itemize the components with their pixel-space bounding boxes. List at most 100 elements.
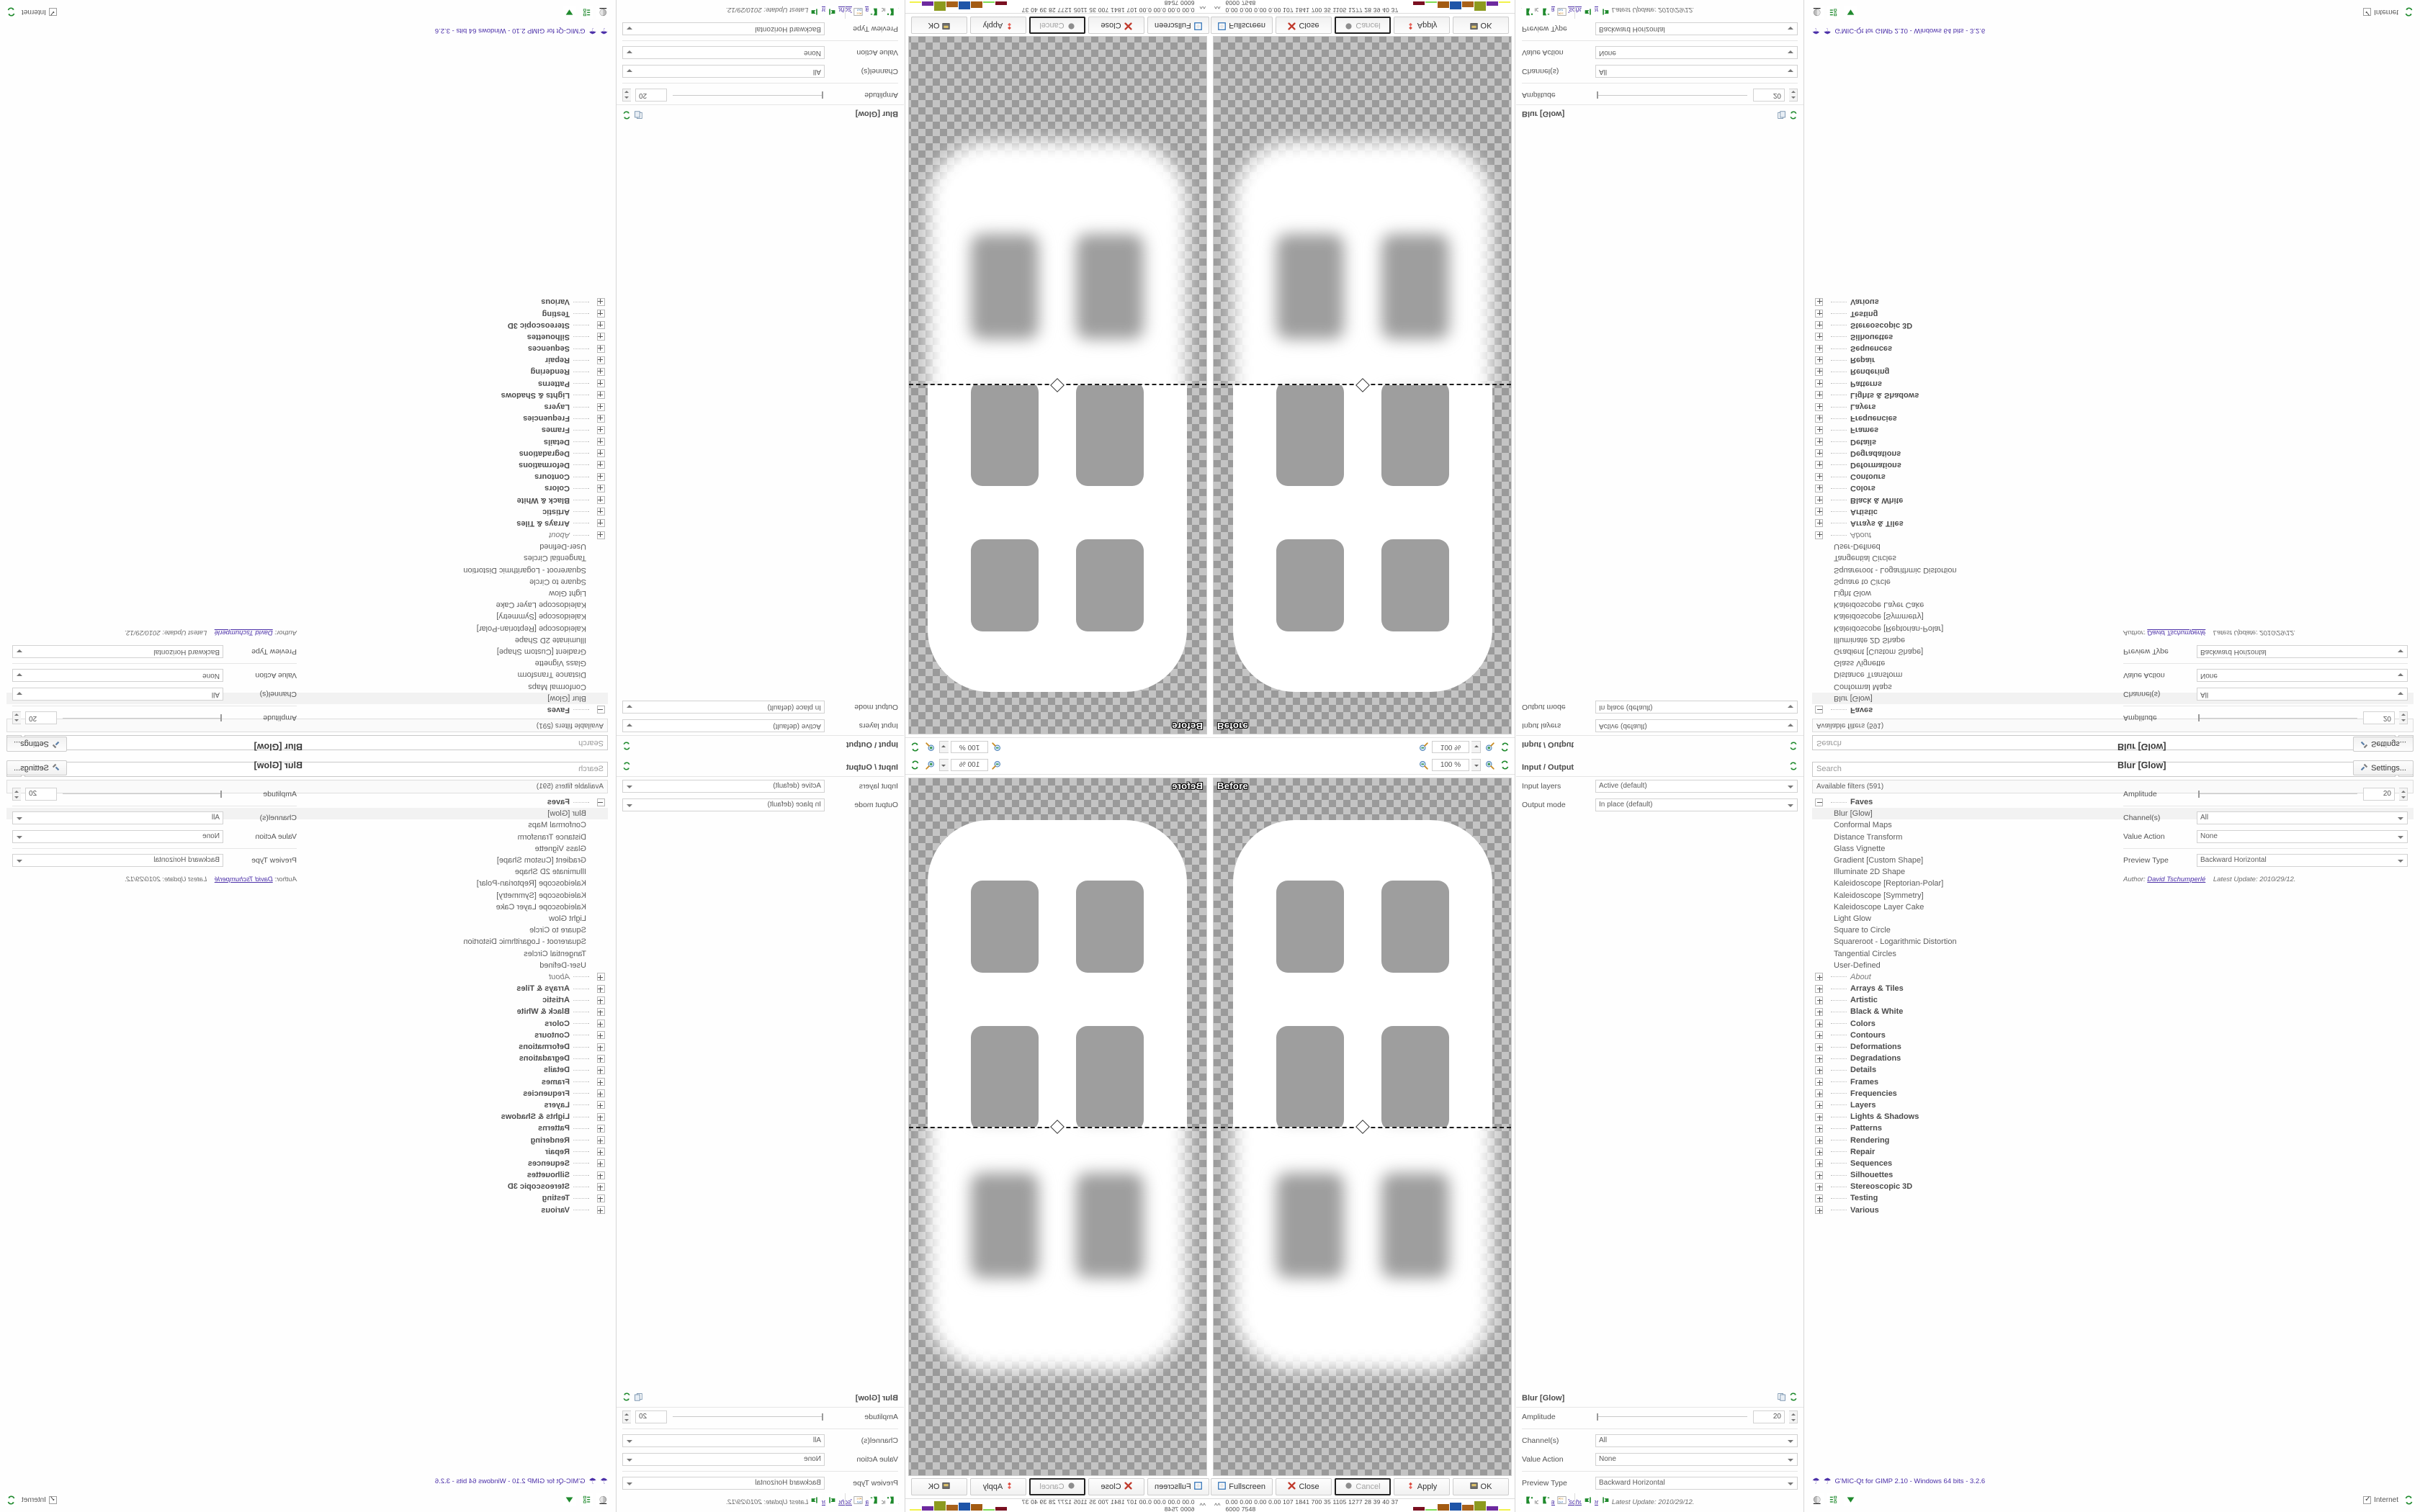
expand-toggle-icon[interactable] [597,1031,605,1040]
tree-category-item[interactable]: Various [6,1205,608,1216]
expand-toggle-icon[interactable] [597,391,605,400]
tree-filter-item[interactable]: Light Glow [1812,913,2414,924]
update-filters-icon[interactable] [5,6,18,19]
expand-toggle-icon[interactable] [597,496,605,505]
expand-toggle-icon[interactable] [1815,1171,1823,1179]
expand-toggle-icon[interactable] [1815,438,1823,446]
copy-parameters-icon[interactable] [634,109,642,120]
tree-category-item[interactable]: Rendering [1812,366,2414,377]
tree-category-item[interactable]: Details [1812,436,2414,448]
tree-filter-item[interactable]: Kaleidoscope [Symmetry] [1812,611,2414,622]
tree-filter-item[interactable]: Illuminate 2D Shape [1812,866,2414,878]
tree-category-item[interactable]: Details [1812,1064,2414,1076]
expand-toggle-icon[interactable] [597,426,605,434]
amplitude-stepper[interactable] [12,788,21,801]
apply-button[interactable]: Apply [1394,17,1450,34]
expand-toggle-icon[interactable] [597,1171,605,1179]
expand-toggle-icon[interactable] [597,1159,605,1168]
import-fave-icon[interactable] [825,1493,838,1506]
output-mode-select[interactable]: In place (default) [1595,798,1798,811]
preview-canvas[interactable]: Before [908,36,1207,734]
tree-category-item[interactable]: Deformations [1812,1041,2414,1053]
tree-category-item[interactable]: Colors [6,482,608,494]
amplitude-slider[interactable] [2197,711,2359,724]
expand-toggle-icon[interactable] [597,1206,605,1215]
expand-toggle-icon[interactable] [597,1066,605,1074]
amplitude-stepper[interactable] [1789,89,1798,102]
expand-toggle-icon[interactable] [1815,426,1823,434]
expand-toggle-icon[interactable] [1815,344,1823,353]
expand-toggle-icon[interactable] [1815,1007,1823,1016]
expand-toggle-icon[interactable] [1815,1066,1823,1074]
tree-category-item[interactable]: Frequencies [1812,1088,2414,1099]
reset-zoom-icon[interactable] [909,758,922,772]
expand-toggle-icon[interactable] [597,333,605,341]
expand-toggle-icon[interactable] [1815,973,1823,981]
expand-toggle-icon[interactable] [597,379,605,388]
expand-toggle-icon[interactable] [597,531,605,539]
internet-checkbox-box[interactable] [48,8,57,17]
tree-category-item[interactable]: Repair [6,354,608,366]
expand-toggle-icon[interactable] [1815,1112,1823,1121]
preview-type-select[interactable]: Backward Horizontal [622,1477,825,1490]
expand-toggle-icon[interactable] [1815,519,1823,528]
output-mode-select[interactable]: In place (default) [1595,701,1798,714]
amplitude-stepper[interactable] [12,711,21,724]
fullscreen-button[interactable]: Fullscreen [1147,1478,1209,1495]
expand-toggle-icon[interactable] [1815,984,1823,993]
amplitude-stepper[interactable] [2399,711,2408,724]
tree-category-item[interactable]: Arrays & Tiles [1812,518,2414,529]
settings-button[interactable]: Settings... [6,760,67,775]
tree-category-item[interactable]: Black & White [6,1006,608,1017]
collapse-toggle-icon[interactable] [597,706,605,714]
tree-category-item[interactable]: Degradations [1812,1053,2414,1064]
expand-toggle-icon[interactable] [1815,297,1823,306]
add-fave-icon[interactable] [1522,1493,1535,1506]
tree-category-item[interactable]: Sequences [6,1158,608,1169]
close-button[interactable]: Close [1088,17,1144,34]
tree-category-item[interactable]: Patterns [1812,378,2414,390]
amplitude-slider[interactable] [61,788,223,801]
settings-button[interactable]: Settings... [6,737,67,752]
expand-toggle-icon[interactable] [597,344,605,353]
internet-checkbox-box[interactable] [48,1495,57,1504]
expand-toggle-icon[interactable] [1815,379,1823,388]
close-button[interactable]: Close [1088,1478,1144,1495]
internet-checkbox-box[interactable] [2363,1495,2372,1504]
amplitude-stepper[interactable] [622,1410,631,1423]
preview-type-select[interactable]: Backward Horizontal [12,645,223,658]
search-input[interactable]: Search [1812,762,2396,777]
tree-category-item[interactable]: Rendering [6,366,608,377]
remove-fave-icon[interactable] [869,1493,882,1506]
author-link[interactable]: David Tschumperlé [214,629,273,636]
expand-toggle-icon[interactable] [597,438,605,446]
tree-category-item[interactable]: Colors [1812,482,2414,494]
tree-category-item[interactable]: Frames [1812,1076,2414,1088]
tree-category-item[interactable]: Frequencies [6,1088,608,1099]
refresh-icon[interactable] [1789,739,1798,750]
settings-button[interactable]: Settings... [2353,737,2414,752]
internet-checkbox[interactable]: Internet [2363,8,2398,17]
tree-category-item[interactable]: Stereoscopic 3D [6,1181,608,1192]
export-fave-icon[interactable] [809,1493,822,1506]
export-fave-icon[interactable] [809,6,822,19]
expand-toggle-icon[interactable] [1815,508,1823,516]
expand-toggle-icon[interactable] [1815,1159,1823,1168]
tree-category-item[interactable]: Stereoscopic 3D [1812,320,2414,331]
tree-filter-item[interactable]: Kaleidoscope Layer Cake [1812,901,2414,913]
amplitude-stepper[interactable] [1789,1410,1798,1423]
input-layers-select[interactable]: Active (default) [622,719,825,732]
tree-category-item[interactable]: Sequences [1812,343,2414,354]
ok-button[interactable]: OK [1453,1478,1509,1495]
tree-filter-item[interactable]: Squareroot - Logarithmic Distortion [6,936,608,948]
tree-category-item[interactable]: Contours [1812,1030,2414,1041]
ok-button[interactable]: OK [911,17,967,34]
ok-button[interactable]: OK [911,1478,967,1495]
tree-filter-item[interactable]: User-Defined [1812,541,2414,552]
preview-mode-icon[interactable] [1811,1493,1824,1506]
tree-filter-item[interactable]: Tangential Circles [1812,948,2414,959]
tree-category-item[interactable]: Details [6,436,608,448]
tree-category-item[interactable]: Rendering [6,1134,608,1146]
author-link[interactable]: David Tschumperlé [2147,876,2206,883]
author-link[interactable]: David Tschumperlé [214,876,273,883]
